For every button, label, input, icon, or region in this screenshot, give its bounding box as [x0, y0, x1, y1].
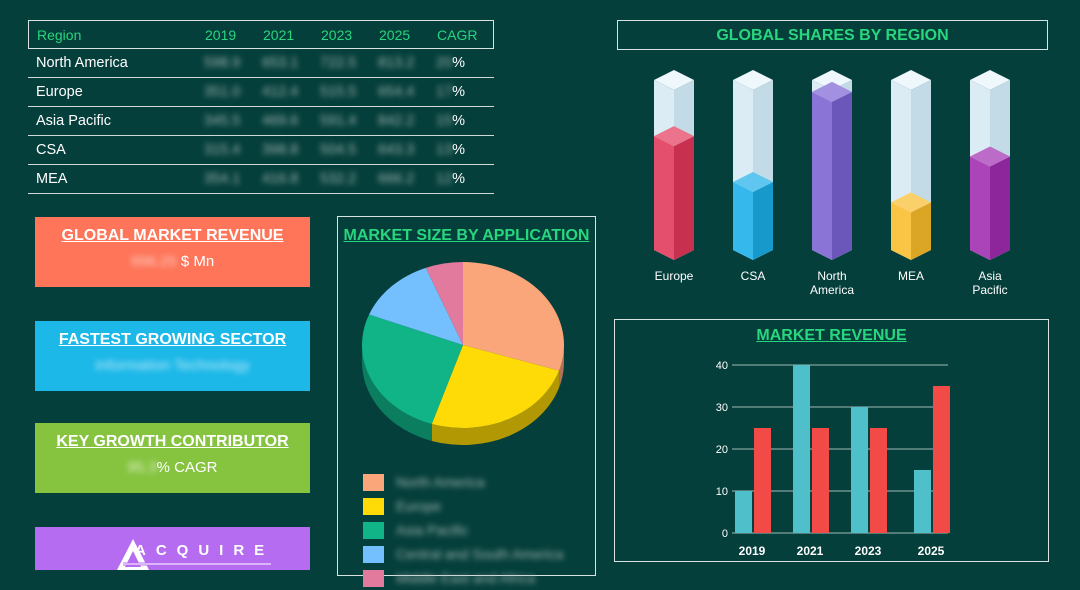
global-revenue-title: GLOBAL MARKET REVENUE [61, 227, 284, 244]
share-bar-label: MEA [898, 269, 924, 283]
growth-contributor-value: 95.3 [127, 459, 157, 476]
legend-label: Middle East and Africa [396, 570, 536, 586]
cell-y2019: 351.0 [204, 84, 241, 100]
growth-contributor-title: KEY GROWTH CONTRIBUTOR [56, 433, 289, 450]
cell-y2025: 666.2 [378, 171, 415, 187]
cell-cagr: 17% [436, 84, 492, 100]
share-bar [891, 70, 931, 260]
cell-region: MEA [36, 171, 68, 187]
table-row: North America 598.9 653.1 722.5 813.2 20% [28, 49, 494, 78]
cell-cagr: 12% [436, 171, 492, 187]
legend-swatch [363, 569, 384, 587]
cell-y2021: 416.8 [262, 171, 299, 187]
share-bar [654, 70, 694, 260]
application-title: MARKET SIZE BY APPLICATION [343, 227, 590, 244]
cell-y2023: 504.5 [320, 142, 357, 158]
growth-contributor-unit: % CAGR [156, 459, 218, 476]
cell-cagr-value: 12 [436, 171, 453, 187]
shares-title-box: GLOBAL SHARES BY REGION [617, 20, 1048, 50]
cell-cagr-value: 20 [436, 55, 453, 71]
legend-swatch [363, 473, 384, 491]
global-revenue-box: GLOBAL MARKET REVENUE 996.25 $ Mn [35, 217, 310, 287]
cell-y2019: 354.1 [204, 171, 241, 187]
brand-box: ACQUIRE [35, 527, 310, 570]
share-bar [970, 70, 1010, 260]
cell-y2023: 532.2 [320, 171, 357, 187]
legend-swatch [363, 521, 384, 539]
cell-cagr-suffix: % [452, 171, 466, 187]
legend-label: Asia Pacific [396, 522, 469, 538]
table-row: MEA 354.1 416.8 532.2 666.2 12% [28, 165, 494, 194]
legend-label: Europe [396, 498, 442, 514]
cell-y2019: 345.5 [204, 113, 241, 129]
table-row: Europe 351.0 412.4 515.5 654.4 17% [28, 78, 494, 107]
cell-y2025: 654.4 [378, 84, 415, 100]
legend-item: Asia Pacific [363, 518, 563, 542]
cell-y2021: 412.4 [262, 84, 299, 100]
legend-item: North America [363, 470, 563, 494]
cell-y2021: 653.1 [262, 55, 299, 71]
cell-cagr-value: 13 [436, 142, 453, 158]
cell-y2025: 643.3 [378, 142, 415, 158]
global-revenue-value: 996.25 [130, 253, 177, 270]
cell-region: CSA [36, 142, 66, 158]
legend-item: Europe [363, 494, 563, 518]
share-bar [812, 70, 852, 261]
revenue-panel: MARKET REVENUE [614, 319, 1049, 562]
cell-region: North America [36, 55, 128, 71]
cell-cagr: 20% [436, 55, 492, 71]
table-header: Region 2019 2021 2023 2025 CAGR [28, 20, 494, 49]
table-row: Asia Pacific 345.5 469.6 591.4 842.2 15% [28, 107, 494, 136]
header-2019: 2019 [205, 26, 237, 43]
cell-y2021: 398.8 [262, 142, 299, 158]
cell-y2021: 469.6 [262, 113, 299, 129]
cell-cagr: 15% [436, 113, 492, 129]
share-bar-label: Europe [655, 269, 694, 283]
table-row: CSA 315.4 398.8 504.5 643.3 13% [28, 136, 494, 165]
fastest-sector-title: FASTEST GROWING SECTOR [58, 331, 287, 348]
cell-cagr: 13% [436, 142, 492, 158]
header-2023: 2023 [321, 26, 353, 43]
fastest-sector-value: Information Technology [95, 357, 250, 374]
legend-item: Central and South America [363, 542, 563, 566]
cell-cagr-suffix: % [452, 55, 466, 71]
cell-cagr-suffix: % [452, 142, 466, 158]
brand-text: ACQUIRE [135, 542, 275, 559]
growth-contributor-box: KEY GROWTH CONTRIBUTOR 95.3% CAGR [35, 423, 310, 493]
cell-y2023: 591.4 [320, 113, 357, 129]
fastest-sector-box: FASTEST GROWING SECTOR Information Techn… [35, 321, 310, 391]
cell-y2025: 842.2 [378, 113, 415, 129]
legend-label: North America [396, 474, 485, 490]
global-revenue-unit: $ Mn [180, 253, 215, 270]
table-body: North America 598.9 653.1 722.5 813.2 20% Euro… [28, 49, 494, 194]
cell-y2019: 598.9 [204, 55, 241, 71]
share-bar-label: CSA [741, 269, 766, 283]
legend-swatch [363, 545, 384, 563]
region-table: Region 2019 2021 2023 2025 CAGR North Am… [28, 20, 494, 194]
cell-y2019: 315.4 [204, 142, 241, 158]
legend-label: Central and South America [396, 546, 564, 562]
share-bar-label: Asia Pacific [972, 269, 1007, 297]
cell-y2023: 515.5 [320, 84, 357, 100]
share-bar-label: North America [810, 269, 854, 297]
cell-cagr-suffix: % [452, 113, 466, 129]
cell-region: Europe [36, 84, 83, 100]
header-2025: 2025 [379, 26, 411, 43]
cell-cagr-suffix: % [452, 84, 466, 100]
header-2021: 2021 [263, 26, 295, 43]
cell-y2023: 722.5 [320, 55, 357, 71]
cell-y2025: 813.2 [378, 55, 415, 71]
legend-swatch [363, 497, 384, 515]
cell-cagr-value: 15 [436, 113, 453, 129]
revenue-title: MARKET REVENUE [756, 327, 907, 344]
shares-title: GLOBAL SHARES BY REGION [716, 27, 949, 44]
pie-legend: North America Europe Asia Pacific Central a… [363, 470, 563, 590]
cell-cagr-value: 17 [436, 84, 453, 100]
cell-region: Asia Pacific [36, 113, 111, 129]
share-bar [733, 70, 773, 260]
header-region: Region [37, 26, 82, 43]
header-cagr: CAGR [437, 26, 478, 43]
